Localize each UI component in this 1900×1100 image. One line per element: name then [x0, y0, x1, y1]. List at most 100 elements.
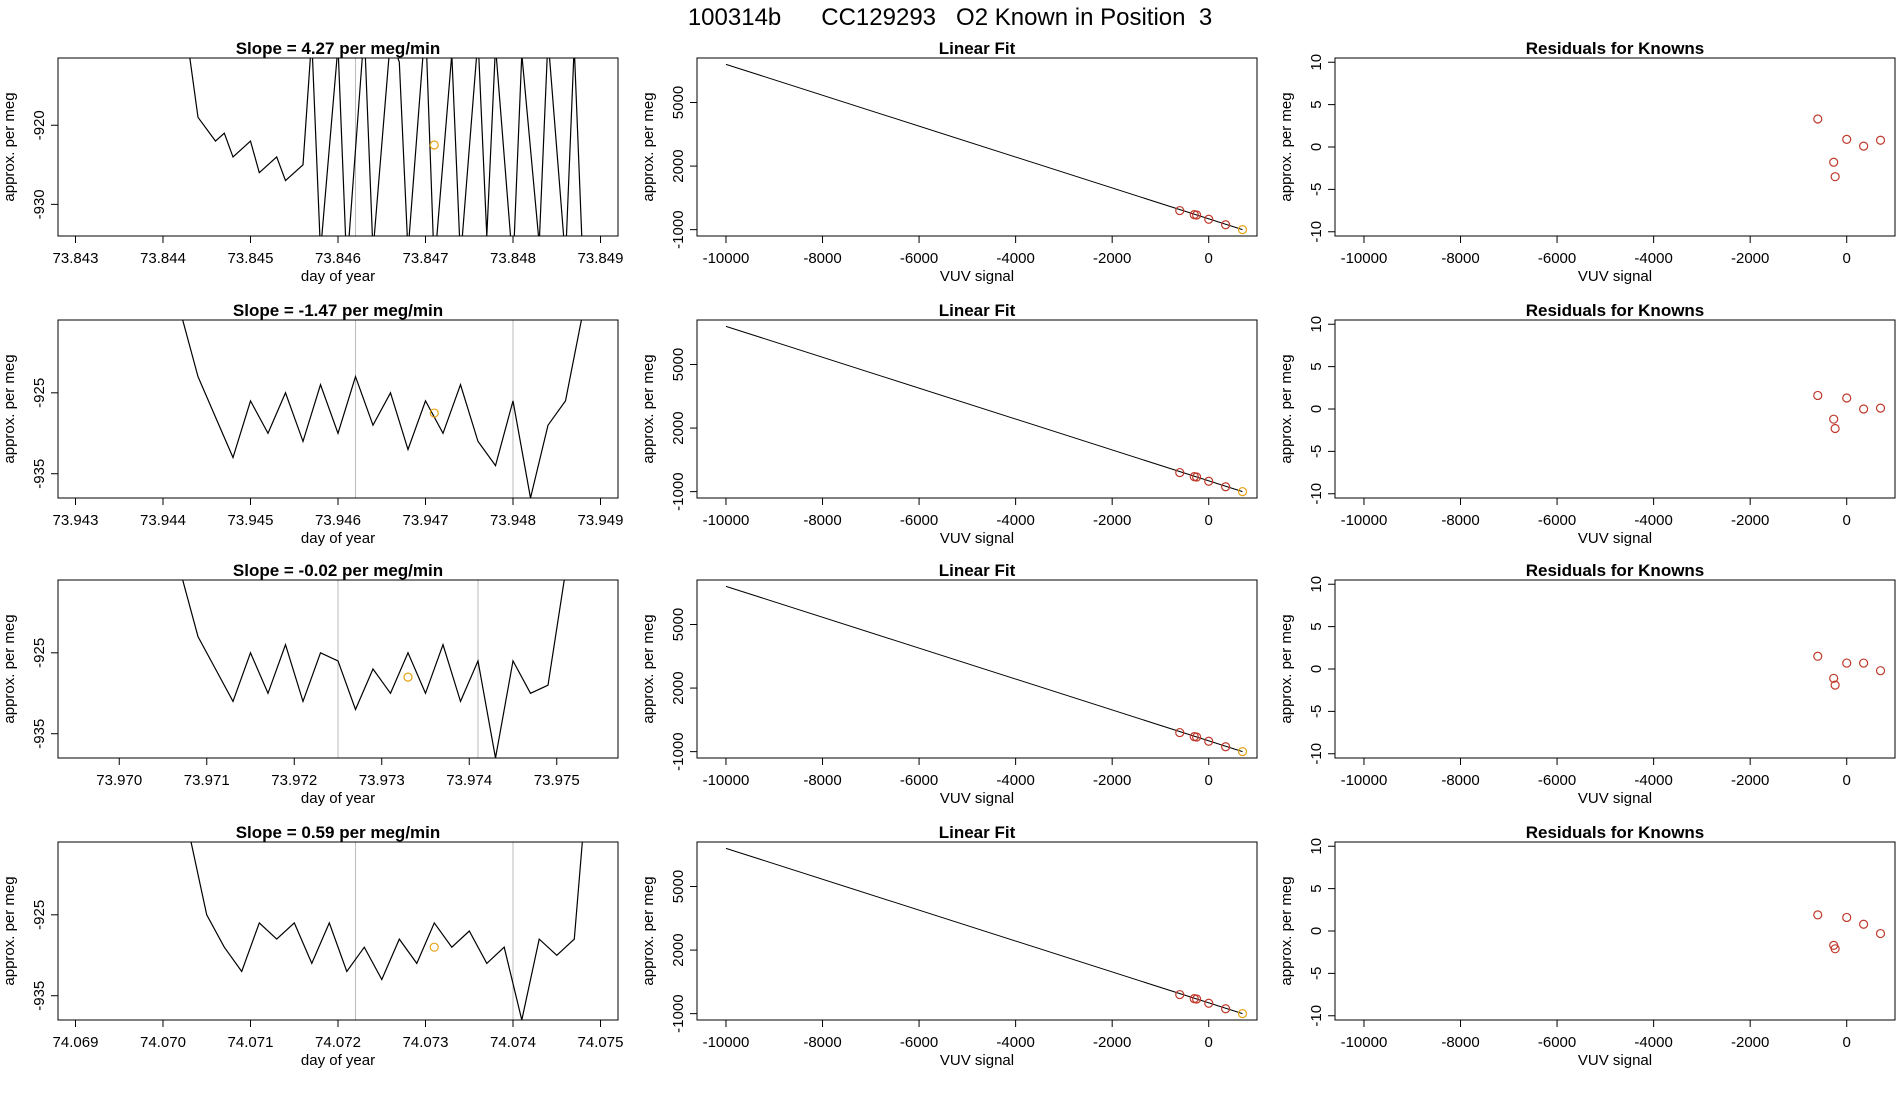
x-tick-label: -6000: [1538, 250, 1576, 267]
x-tick-label: 0: [1843, 512, 1851, 529]
data-point: [1842, 393, 1852, 403]
x-tick-label: -10000: [1341, 250, 1388, 267]
x-tick-label: 73.847: [403, 250, 449, 267]
data-point: [1842, 134, 1852, 144]
y-tick-label: 2000: [670, 933, 687, 966]
data-point: [1859, 141, 1869, 151]
x-tick-label: -4000: [996, 512, 1034, 529]
plot-area: [182, 320, 583, 498]
plot-area: [725, 63, 1248, 235]
data-series-line: [190, 842, 583, 1020]
x-tick-label: -4000: [1634, 250, 1672, 267]
data-point: [1192, 994, 1202, 1004]
x-tick-label: 74.072: [315, 1034, 361, 1051]
y-tick-label: -5: [1308, 705, 1325, 718]
data-point: [1204, 998, 1214, 1008]
x-tick-label: -2000: [1731, 1034, 1769, 1051]
x-tick-label: 0: [1843, 250, 1851, 267]
data-point: [1829, 673, 1839, 683]
y-tick-label: 5: [1308, 622, 1325, 630]
y-axis-label: approx. per meg: [1278, 354, 1295, 463]
data-point: [1192, 732, 1202, 742]
x-axis-label: day of year: [301, 1052, 375, 1069]
panel-title: Linear Fit: [939, 823, 1016, 842]
plot-area: [725, 585, 1248, 757]
x-tick-label: -10000: [703, 250, 750, 267]
highlight-point: [1237, 225, 1248, 235]
panel-residuals-2: [1328, 579, 1896, 765]
x-axis-label: day of year: [301, 530, 375, 547]
x-tick-label: 73.975: [534, 772, 580, 789]
x-tick-label: 73.946: [315, 512, 361, 529]
y-axis-label: approx. per meg: [1278, 876, 1295, 985]
panel-residuals-3: [1328, 841, 1896, 1027]
plot-frame: [57, 579, 619, 759]
plot-frame: [1334, 579, 1896, 759]
data-series-line: [189, 58, 583, 236]
x-tick-label: 74.073: [403, 1034, 449, 1051]
y-axis-label: approx. per meg: [640, 876, 657, 985]
fit-line: [725, 585, 1243, 753]
y-tick-label: -935: [31, 459, 48, 489]
data-point: [1175, 205, 1185, 216]
data-point: [1813, 651, 1823, 661]
data-point: [1859, 404, 1869, 414]
plot-area: [725, 847, 1248, 1019]
panel-title: Slope = -1.47 per meg/min: [233, 301, 443, 320]
x-tick-label: -10000: [1341, 772, 1388, 789]
x-tick-label: -8000: [1441, 512, 1479, 529]
x-tick-label: -4000: [996, 1034, 1034, 1051]
x-axis-label: VUV signal: [940, 790, 1014, 807]
panel-title: Residuals for Knowns: [1526, 823, 1705, 842]
x-tick-label: -8000: [803, 250, 841, 267]
data-point: [1192, 210, 1202, 220]
x-tick-label: 73.970: [96, 772, 142, 789]
data-series-line: [182, 580, 565, 758]
data-point: [1859, 919, 1869, 929]
plot-area: [182, 580, 565, 758]
x-tick-label: -10000: [1341, 1034, 1388, 1051]
y-tick-label: -925: [31, 638, 48, 668]
panel-title: Residuals for Knowns: [1526, 561, 1705, 580]
x-tick-label: -6000: [900, 1034, 938, 1051]
data-point: [1813, 390, 1823, 401]
y-tick-label: 2000: [670, 671, 687, 704]
x-tick-label: -2000: [1093, 772, 1131, 789]
x-tick-label: -10000: [703, 512, 750, 529]
plot-area: [725, 325, 1248, 497]
data-point: [1830, 680, 1840, 690]
x-tick-label: -6000: [1538, 512, 1576, 529]
plot-frame: [696, 319, 1258, 499]
data-point: [1829, 414, 1839, 424]
y-axis-label: approx. per meg: [1278, 92, 1295, 201]
y-axis-label: approx. per meg: [1, 614, 18, 723]
x-tick-label: -4000: [1634, 1034, 1672, 1051]
x-tick-label: 73.848: [490, 250, 536, 267]
y-tick-label: -5: [1308, 183, 1325, 196]
y-tick-label: 2000: [670, 149, 687, 182]
data-point: [1204, 214, 1214, 224]
plot-frame: [1334, 841, 1896, 1021]
y-tick-label: -10: [1308, 743, 1325, 765]
panel-title: Linear Fit: [939, 301, 1016, 320]
x-tick-label: -2000: [1093, 512, 1131, 529]
data-point: [1221, 1004, 1231, 1014]
fit-line: [725, 63, 1243, 231]
x-tick-label: -6000: [1538, 772, 1576, 789]
data-point: [1204, 476, 1214, 486]
highlight-point: [429, 942, 439, 952]
x-tick-label: 0: [1205, 250, 1213, 267]
plot-area: [190, 842, 583, 1020]
highlight-point: [1237, 487, 1248, 497]
data-point: [1175, 467, 1185, 478]
plot-area: [1813, 651, 1886, 690]
panel-title: Slope = 0.59 per meg/min: [236, 823, 441, 842]
x-axis-label: VUV signal: [1578, 1052, 1652, 1069]
plot-area: [1813, 910, 1886, 954]
y-tick-label: 10: [1308, 838, 1325, 855]
x-tick-label: 73.845: [228, 250, 274, 267]
x-tick-label: -2000: [1093, 1034, 1131, 1051]
x-tick-label: 73.843: [53, 250, 99, 267]
y-tick-label: 5000: [670, 348, 687, 381]
x-tick-label: 73.948: [490, 512, 536, 529]
